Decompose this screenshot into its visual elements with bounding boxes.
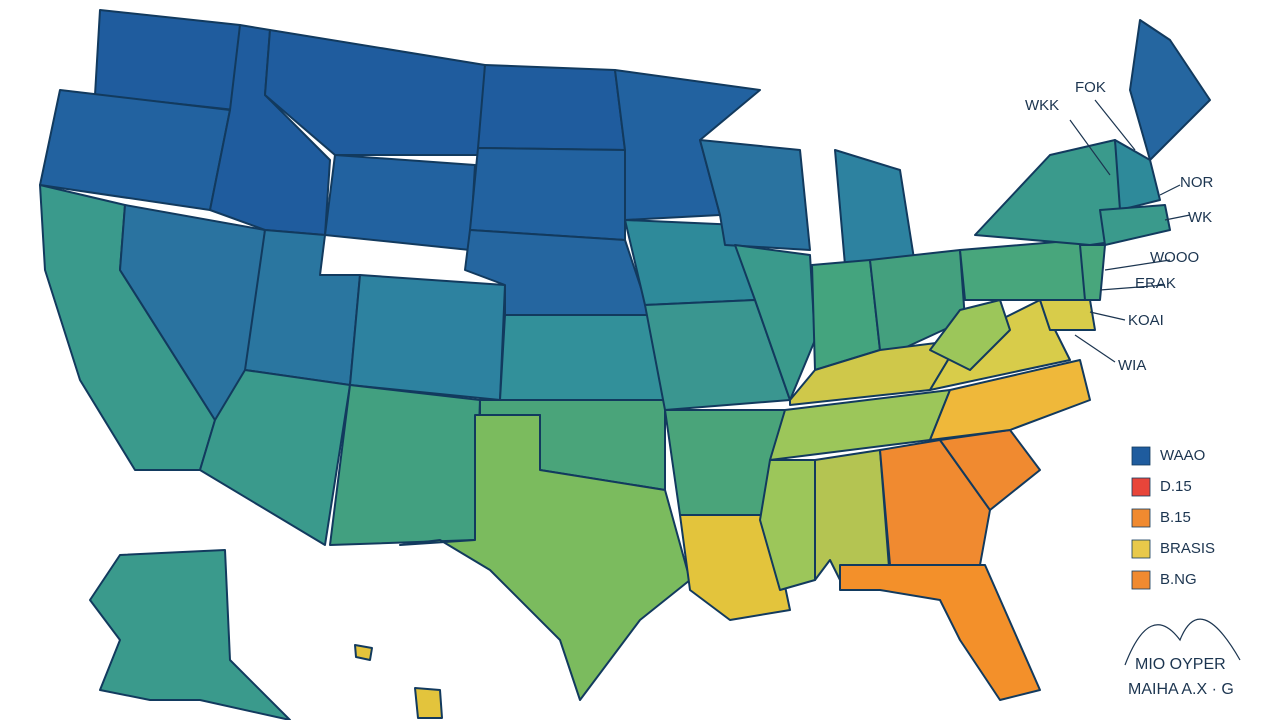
map-label: WK — [1188, 209, 1212, 226]
state — [929, 299, 1011, 371]
state — [349, 274, 506, 401]
map-label: FOK — [1075, 79, 1106, 96]
state — [679, 514, 791, 621]
state — [264, 29, 486, 156]
state — [499, 314, 666, 401]
state — [839, 564, 1041, 701]
leader-lines — [1069, 99, 1241, 666]
leader-line — [1099, 284, 1166, 291]
state — [89, 549, 291, 720]
footer-text: MAIHA A.X · G — [1128, 681, 1234, 698]
map-label: ERAK — [1135, 275, 1176, 292]
map-label: WOOO — [1150, 249, 1199, 266]
states — [39, 9, 1211, 720]
state — [869, 249, 966, 351]
state — [399, 414, 691, 701]
map-label: WIA — [1118, 357, 1146, 374]
state — [94, 9, 241, 111]
leader-line — [1069, 119, 1111, 176]
leader-line — [1104, 259, 1171, 271]
legend-swatch — [1131, 508, 1151, 528]
state — [814, 449, 891, 581]
state — [1129, 19, 1211, 161]
map-label: KOAI — [1128, 312, 1164, 329]
footer-text: MIO OYPER — [1135, 656, 1226, 673]
state — [324, 154, 476, 251]
state — [469, 147, 626, 241]
map-label: WKK — [1025, 97, 1059, 114]
state — [244, 229, 361, 386]
legend-swatch — [1131, 446, 1151, 466]
legend-swatch — [1131, 570, 1151, 590]
state — [477, 64, 626, 151]
leader-line — [1124, 618, 1241, 666]
state — [414, 687, 443, 719]
legend: WAAO D.15 B.15 BRASIS B.NG — [1131, 446, 1215, 590]
state — [1079, 244, 1106, 301]
state — [1039, 299, 1096, 331]
legend-label: D.15 — [1160, 478, 1192, 495]
state — [759, 459, 816, 591]
state — [834, 149, 916, 266]
leader-line — [1159, 184, 1181, 196]
legend-swatch — [1131, 539, 1151, 559]
state — [1114, 139, 1161, 211]
state — [879, 439, 991, 566]
state — [199, 369, 351, 546]
legend-label: BRASIS — [1160, 540, 1215, 557]
state — [959, 239, 1091, 301]
state — [699, 139, 811, 251]
state — [1099, 204, 1171, 246]
state — [329, 384, 481, 546]
leader-line — [1074, 334, 1116, 363]
state — [354, 644, 373, 661]
state — [734, 244, 816, 401]
state — [929, 359, 1091, 441]
leader-line — [1094, 99, 1136, 151]
leader-line — [1164, 214, 1191, 221]
legend-label: B.15 — [1160, 509, 1191, 526]
leader-line — [1089, 311, 1126, 321]
legend-swatch — [1131, 477, 1151, 497]
legend-label: B.NG — [1160, 571, 1197, 588]
map-label: NOR — [1180, 174, 1214, 191]
legend-label: WAAO — [1160, 447, 1205, 464]
